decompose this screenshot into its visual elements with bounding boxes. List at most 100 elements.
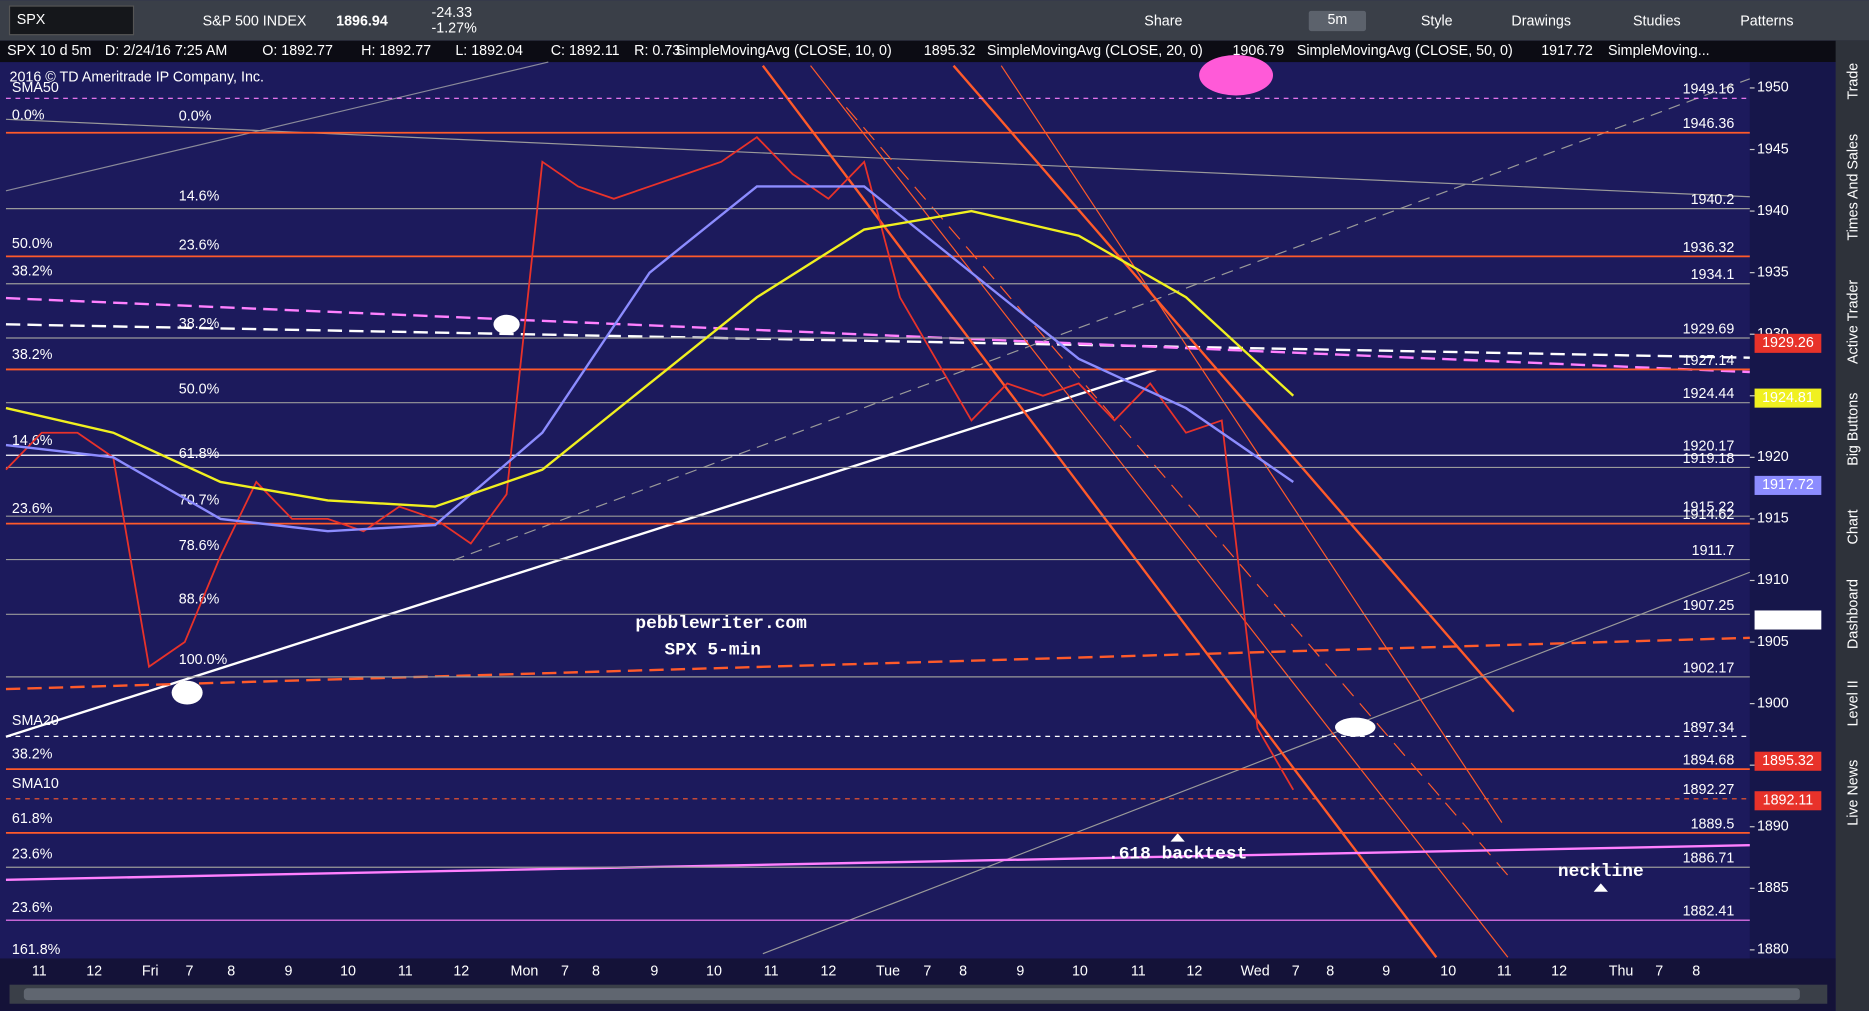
scroll-thumb[interactable] xyxy=(23,988,1800,1001)
y-tick-label: 1915 xyxy=(1757,511,1789,527)
trendline xyxy=(5,296,1750,374)
toolbar-change-pct: -1.27% xyxy=(431,20,477,36)
toolbar-symbol[interactable]: SPX xyxy=(17,12,46,28)
level-label: 1940.2 xyxy=(1691,192,1735,208)
toolbar-share[interactable]: Share xyxy=(1144,13,1182,29)
toolbar-style[interactable]: Style xyxy=(1421,13,1453,29)
annotation: .618 backtest xyxy=(1108,844,1247,864)
y-tick-label: 1910 xyxy=(1757,572,1789,588)
arrow xyxy=(1593,883,1608,892)
side-tab[interactable]: Times And Sales xyxy=(1845,134,1861,241)
copyright: 2016 © TD Ameritrade IP Company, Inc. xyxy=(10,69,264,85)
side-tab[interactable]: Live News xyxy=(1845,760,1861,826)
header-item: SimpleMovingAvg (CLOSE, 10, 0) xyxy=(676,43,892,59)
x-tick-label: 9 xyxy=(650,963,658,979)
x-tick-label: 7 xyxy=(923,963,931,979)
x-tick-label: 11 xyxy=(32,963,47,979)
header-item: 1917.72 xyxy=(1541,43,1593,59)
x-tick-label: 8 xyxy=(227,963,235,979)
fib-label: 23.6% xyxy=(12,501,53,517)
x-tick-label: 12 xyxy=(86,963,102,979)
channel-line xyxy=(1000,65,1503,823)
interval-box[interactable] xyxy=(1308,10,1366,32)
fib-label: 23.6% xyxy=(12,900,53,916)
marker xyxy=(1199,54,1274,96)
x-tick-label: 12 xyxy=(820,963,836,979)
toolbar-change: -24.33 xyxy=(431,5,472,21)
annotation: SPX 5-min xyxy=(665,640,761,660)
x-tick-label: 12 xyxy=(1186,963,1202,979)
price-box-label: 1917.72 xyxy=(1762,477,1814,493)
side-tab[interactable]: Big Buttons xyxy=(1845,393,1861,466)
level-label: 1946.36 xyxy=(1683,116,1735,132)
drawings xyxy=(5,54,1751,958)
fib-label: 78.6% xyxy=(179,538,220,554)
fib-label: SMA10 xyxy=(12,776,59,792)
toolbar-last: 1896.94 xyxy=(336,13,388,29)
trendline xyxy=(5,368,1157,738)
trendline xyxy=(452,78,1751,561)
level-label: 1902.17 xyxy=(1683,660,1735,676)
header-item: D: 2/24/16 7:25 AM xyxy=(105,43,227,59)
price-box xyxy=(1754,333,1822,353)
level-label: 1907.25 xyxy=(1683,598,1735,614)
price-box xyxy=(1754,791,1822,811)
marker xyxy=(171,680,203,705)
header-item: H: 1892.77 xyxy=(361,43,431,59)
price-box xyxy=(1754,475,1822,495)
header-item: 1895.32 xyxy=(924,43,976,59)
fib-label: 38.2% xyxy=(12,264,53,280)
side-tab[interactable]: Dashboard xyxy=(1845,579,1861,649)
x-tick-label: 10 xyxy=(706,963,722,979)
fib-label: 14.6% xyxy=(179,189,220,205)
y-tick-label: 1935 xyxy=(1757,264,1789,280)
side-tab[interactable]: Trade xyxy=(1845,63,1861,100)
level-label: 1934.1 xyxy=(1691,267,1735,283)
fib-label: 38.2% xyxy=(179,316,220,332)
fib-label: 23.6% xyxy=(12,847,53,863)
level-label: 1894.68 xyxy=(1683,753,1735,769)
level-label: 1936.32 xyxy=(1683,240,1735,256)
header-item: SimpleMovingAvg (CLOSE, 20, 0) xyxy=(987,43,1203,59)
side-tab[interactable]: Chart xyxy=(1845,509,1861,544)
channel-line xyxy=(952,64,1515,713)
y-tick-label: 1950 xyxy=(1757,80,1789,96)
x-tick-label: 10 xyxy=(340,963,356,979)
series-line xyxy=(5,209,1295,508)
x-tick-label: 12 xyxy=(1551,963,1567,979)
side-tab[interactable]: Active Trader xyxy=(1845,280,1861,364)
x-tick-label: 11 xyxy=(764,963,779,979)
fib-label: 161.8% xyxy=(12,942,61,958)
x-tick-label: 10 xyxy=(1072,963,1088,979)
level-label: 1919.18 xyxy=(1683,451,1735,467)
toolbar-interval[interactable]: 5m xyxy=(1327,12,1347,28)
side-tab[interactable]: Level II xyxy=(1845,680,1861,726)
fib-label: 38.2% xyxy=(12,347,53,363)
level-label: 1897.34 xyxy=(1683,720,1735,736)
y-tick-label: 1945 xyxy=(1757,141,1789,157)
fib-label: 70.7% xyxy=(179,493,220,509)
level-label: 1920.17 xyxy=(1683,439,1735,455)
x-tick-label: Thu xyxy=(1609,963,1634,979)
header-item: SimpleMoving... xyxy=(1608,43,1710,59)
level-label: 1915.22 xyxy=(1683,500,1735,516)
price-box-label: 1924.81 xyxy=(1762,390,1814,406)
y-tick-label: 1920 xyxy=(1757,449,1789,465)
fib-label: 0.0% xyxy=(12,108,45,124)
y-tick-label: 1880 xyxy=(1757,942,1789,958)
channel-line xyxy=(845,106,1515,883)
x-tick-label: 9 xyxy=(1382,963,1390,979)
x-tick-label: 10 xyxy=(1440,963,1456,979)
x-tick-label: 12 xyxy=(453,963,469,979)
level-label: 1914.62 xyxy=(1683,507,1735,523)
fib-label: 100.0% xyxy=(179,652,228,668)
toolbar-patterns[interactable]: Patterns xyxy=(1740,13,1793,29)
toolbar-studies[interactable]: Studies xyxy=(1633,13,1681,29)
symbol-box[interactable] xyxy=(8,5,135,36)
toolbar-drawings[interactable]: Drawings xyxy=(1511,13,1571,29)
x-tick-label: 8 xyxy=(592,963,600,979)
header-item: L: 1892.04 xyxy=(455,43,523,59)
x-tick-label: 8 xyxy=(1326,963,1334,979)
channel-line xyxy=(810,65,1509,958)
